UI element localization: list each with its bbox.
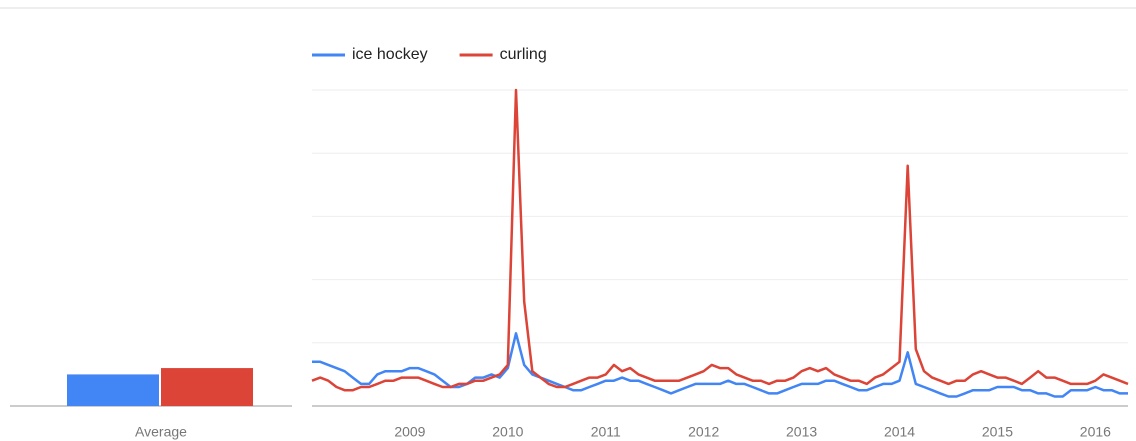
x-tick-label: 2015 [982, 424, 1013, 440]
x-tick-label: 2016 [1080, 424, 1111, 440]
x-tick-label: 2012 [688, 424, 719, 440]
series-line [312, 332, 1128, 398]
x-tick-label: 2013 [786, 424, 817, 440]
series-line [311, 88, 1129, 392]
x-tick-label: 2009 [394, 424, 425, 440]
legend-label: curling [500, 46, 547, 63]
x-tick-label: Average [135, 424, 187, 440]
x-tick-label: 2014 [884, 424, 915, 440]
average-bar [161, 368, 253, 406]
legend-label: ice hockey [352, 46, 428, 63]
average-bar [67, 374, 159, 406]
x-tick-label: 2010 [492, 424, 523, 440]
x-tick-label: 2011 [591, 424, 621, 440]
